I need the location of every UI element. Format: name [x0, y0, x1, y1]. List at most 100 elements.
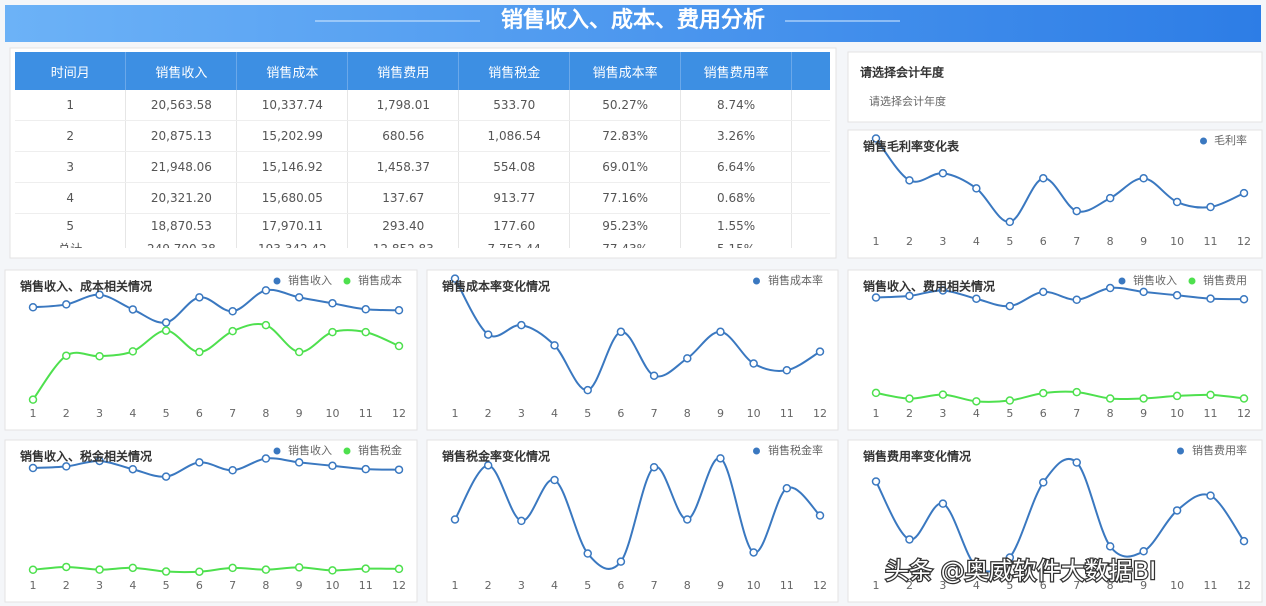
data-point	[871, 134, 881, 143]
data-point	[938, 169, 948, 178]
data-point	[1139, 547, 1148, 556]
data-point	[294, 458, 304, 467]
data-point	[871, 388, 881, 398]
column-header: 销售费用率	[680, 52, 793, 90]
x-tick-label: 7	[651, 579, 658, 592]
x-tick-label: 3	[939, 407, 946, 420]
data-point	[28, 463, 38, 473]
x-tick-label: 8	[1107, 407, 1114, 420]
x-tick-label: 6	[1040, 407, 1047, 420]
chart-panel	[847, 129, 1263, 259]
x-tick-label: 5	[163, 579, 170, 592]
legend-marker	[1118, 277, 1126, 285]
data-point	[782, 365, 792, 375]
x-tick-label: 2	[485, 407, 492, 420]
data-point	[450, 274, 460, 283]
data-point	[1005, 301, 1015, 311]
table-cell: 0.68%	[680, 182, 793, 214]
data-point	[1105, 542, 1115, 551]
table-cell: 1,798.01	[347, 90, 460, 121]
table-cell: 554.08	[458, 151, 571, 183]
data-point	[483, 330, 493, 339]
chart-title: 销售收入、税金相关情况	[20, 449, 152, 464]
data-point	[1172, 506, 1182, 515]
table-cell: 5.15%	[680, 237, 793, 248]
table-cell: 680.56	[347, 120, 460, 152]
data-point	[228, 307, 237, 316]
x-tick-label: 3	[518, 407, 525, 420]
x-tick-label: 5	[1006, 407, 1013, 420]
table-cell	[791, 213, 830, 237]
column-header: 销售成本	[236, 52, 349, 90]
data-point	[517, 320, 526, 330]
legend-label: 销售费用率	[1192, 443, 1247, 457]
data-point	[1139, 174, 1148, 183]
data-point	[550, 475, 559, 485]
data-point	[228, 563, 237, 573]
watermark: 头条 @奥威软件大数据BI	[885, 557, 1156, 585]
x-tick-label: 7	[1073, 407, 1080, 420]
data-point	[28, 565, 38, 574]
data-point	[328, 461, 337, 471]
data-point	[905, 535, 914, 544]
x-tick-label: 5	[1006, 235, 1013, 248]
data-point	[1105, 394, 1115, 403]
chart-panel	[426, 269, 839, 431]
table-cell: 8.74%	[680, 90, 793, 121]
x-tick-label: 12	[392, 579, 406, 592]
column-header: 销	[791, 52, 830, 90]
table-cell: 3.26%	[680, 120, 793, 152]
table-cell: 15,202.99	[236, 120, 349, 152]
table-cell: 72.83%	[569, 120, 682, 152]
data-point	[95, 351, 104, 361]
data-point	[1206, 390, 1215, 400]
table-cell: 95.23%	[569, 213, 682, 237]
filter-select[interactable]: 请选择会计年度	[869, 94, 946, 108]
x-tick-label: 4	[129, 407, 136, 420]
table-cell: 1,086.54	[458, 120, 571, 152]
x-tick-label: 1	[873, 579, 880, 592]
legend-label: 销售税金	[358, 443, 402, 457]
data-point	[1039, 388, 1048, 398]
table-cell: 1.55%	[680, 213, 793, 237]
data-point	[1239, 294, 1249, 304]
chart-panel	[426, 439, 839, 603]
table-cell	[791, 120, 830, 152]
table-cell: 77.43%	[569, 237, 682, 248]
x-tick-label: 9	[1140, 407, 1147, 420]
data-point	[128, 305, 138, 314]
x-tick-label: 2	[906, 579, 913, 592]
x-tick-label: 6	[1040, 235, 1047, 248]
data-point	[62, 300, 71, 309]
data-point	[1072, 387, 1081, 397]
data-point	[361, 327, 370, 337]
x-tick-label: 10	[747, 407, 761, 420]
table-row: 3 21,948.06 15,146.92 1,458.37 554.08 69.01% 6…	[15, 151, 830, 183]
table-cell: 137.67	[347, 182, 460, 214]
data-point	[1105, 283, 1115, 293]
x-tick-label: 12	[813, 407, 827, 420]
data-point	[1206, 294, 1215, 303]
column-header: 销售费用	[347, 52, 460, 90]
header-bar	[5, 5, 1261, 42]
data-point	[1206, 202, 1215, 212]
data-point	[28, 302, 38, 312]
data-point	[1139, 394, 1148, 403]
x-tick-label: 3	[939, 235, 946, 248]
table-cell: 5	[15, 213, 127, 237]
data-point	[1206, 491, 1215, 500]
x-tick-label: 9	[1140, 235, 1147, 248]
legend-label: 销售税金率	[768, 443, 823, 457]
data-point	[1105, 193, 1115, 203]
legend-label: 销售收入	[288, 273, 332, 287]
x-tick-label: 8	[262, 579, 269, 592]
data-point	[228, 326, 237, 336]
data-point	[716, 327, 725, 337]
data-point	[1005, 553, 1015, 562]
data-point	[195, 347, 204, 357]
x-tick-label: 8	[684, 407, 691, 420]
table-cell	[791, 151, 830, 183]
data-point	[394, 465, 404, 474]
x-tick-label: 4	[129, 579, 136, 592]
legend-label: 销售收入	[288, 443, 332, 457]
